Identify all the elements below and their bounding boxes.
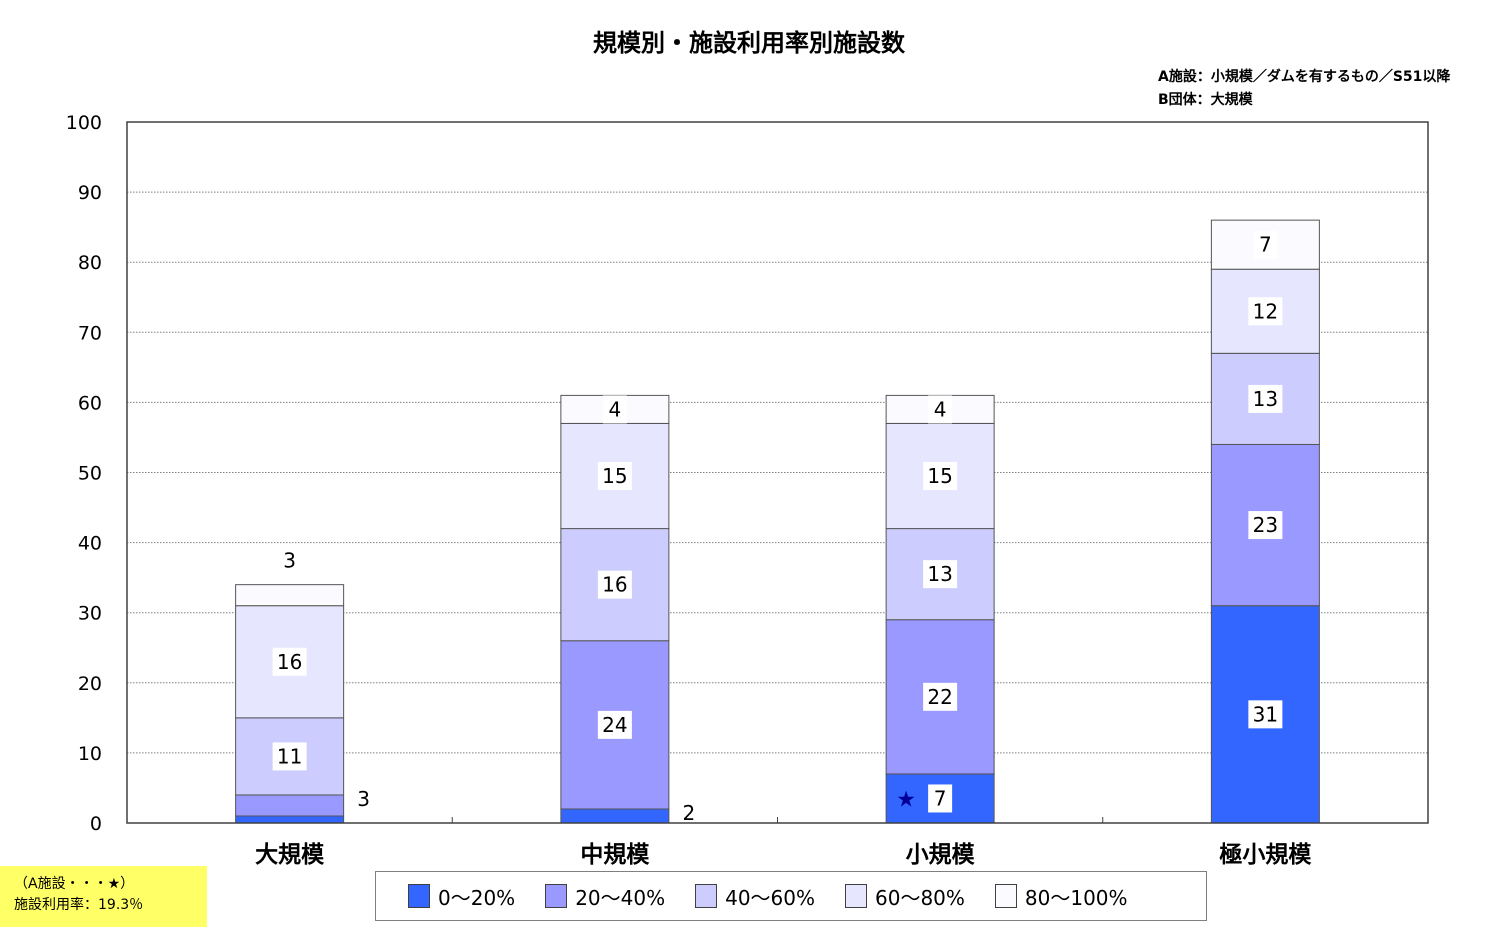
x-category-label: 極小規模	[1219, 841, 1312, 868]
y-tick-label: 10	[78, 743, 102, 765]
value-label: 4	[609, 397, 622, 421]
bars	[235, 219, 1320, 824]
legend-label: 80～100%	[1024, 885, 1128, 910]
bar-segment	[560, 422, 670, 530]
value-label: 15	[927, 464, 952, 488]
y-tick-label: 30	[78, 603, 102, 625]
value-label-bg	[597, 710, 632, 739]
y-tick-label: 80	[78, 252, 102, 274]
value-label: 16	[277, 650, 302, 674]
legend-item: 80～100%	[994, 882, 1128, 911]
value-label-bg	[1253, 230, 1278, 259]
chart-title: 規模別・施設利用率別施設数	[593, 29, 906, 57]
value-label-bg	[928, 784, 953, 813]
value-label-bg	[923, 560, 958, 589]
legend: 0～20% 20～40% 40～60% 60～80% 80～100%	[375, 871, 1207, 921]
value-label: 7	[934, 786, 947, 810]
value-label-bg	[272, 647, 307, 676]
bar-segment	[235, 794, 345, 817]
y-tick-label: 0	[90, 813, 102, 835]
y-tick-label: 60	[78, 392, 102, 414]
bar-segment	[235, 584, 345, 607]
value-label: 3	[357, 787, 370, 811]
y-tick-label: 40	[78, 533, 102, 555]
y-tick-label: 50	[78, 463, 102, 485]
legend-swatch	[408, 884, 430, 908]
value-label-bg	[1248, 700, 1283, 729]
value-label: 16	[602, 573, 627, 597]
value-label: 3	[283, 549, 296, 573]
value-label: 4	[934, 397, 947, 421]
x-category-label: 中規模	[580, 842, 650, 868]
value-label: 31	[1253, 702, 1278, 726]
value-label-bg	[277, 546, 302, 575]
legend-swatch	[545, 884, 568, 908]
value-label-bg	[928, 395, 953, 424]
value-label-bg	[597, 462, 632, 491]
legend-item: 60～80%	[845, 882, 965, 911]
y-tick-label: 70	[78, 322, 102, 344]
value-label-bg	[602, 395, 627, 424]
legend-swatch	[845, 884, 867, 908]
bar-segment	[235, 815, 345, 824]
legend-item: 20～40%	[545, 882, 665, 911]
bar-segment	[235, 717, 345, 796]
y-tick-label: 90	[78, 182, 102, 204]
value-label-bg	[351, 784, 376, 813]
value-label-bg	[272, 742, 307, 771]
value-label-bg	[1248, 384, 1283, 413]
x-axis-categories: 大規模 中規模 小規模 極小規模	[255, 841, 1312, 868]
highlight-note-line2: 施設利用率：19.3％	[14, 897, 144, 913]
x-category-label: 小規模	[906, 842, 976, 868]
y-axis-ticks: 0 10 20 30 40 50 60 70 80 90 100	[66, 112, 102, 835]
highlight-note-line1: （A施設・・・★）	[14, 876, 135, 892]
value-label: 24	[602, 713, 627, 737]
legend-label: 60～80%	[875, 885, 965, 910]
value-label-bg	[597, 570, 632, 599]
legend-label: 20～40%	[575, 885, 666, 910]
legend-item: 0～20%	[408, 882, 515, 911]
star-marker-icon: ★	[896, 787, 916, 812]
value-label-bg	[1248, 511, 1283, 540]
b-entity-note: B団体：大規模	[1158, 92, 1253, 108]
legend-swatch	[994, 884, 1017, 908]
legend-label: 0～20%	[438, 885, 516, 910]
value-label: 7	[1259, 233, 1272, 257]
value-label: 12	[1253, 299, 1278, 323]
plot-area-frame	[126, 121, 1429, 824]
value-label: 22	[927, 685, 952, 709]
x-category-label: 大規模	[255, 842, 325, 868]
legend-swatch	[695, 884, 718, 908]
legend-label: 40～60%	[725, 885, 815, 910]
y-tick-label: 100	[66, 112, 102, 134]
value-label-bg	[923, 462, 958, 491]
value-label: 13	[927, 562, 952, 586]
a-facility-note: A施設：小規模／ダムを有するもの／S51以降	[1158, 69, 1451, 85]
value-label: 11	[277, 744, 302, 768]
value-label-bg	[923, 682, 958, 711]
legend-item: 40～60%	[695, 882, 815, 911]
value-label: 15	[602, 464, 627, 488]
value-label: 13	[1253, 387, 1278, 411]
y-tick-label: 20	[78, 673, 102, 695]
bar-segment	[560, 808, 670, 824]
value-label-bg	[1248, 297, 1283, 326]
value-label: 2	[683, 801, 696, 825]
highlight-note-box: （A施設・・・★） 施設利用率：19.3％	[0, 866, 207, 927]
value-label: 23	[1253, 513, 1278, 537]
